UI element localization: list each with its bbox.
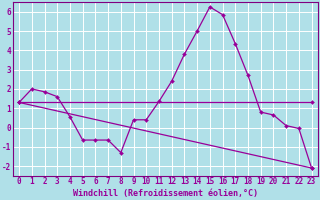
X-axis label: Windchill (Refroidissement éolien,°C): Windchill (Refroidissement éolien,°C) bbox=[73, 189, 258, 198]
